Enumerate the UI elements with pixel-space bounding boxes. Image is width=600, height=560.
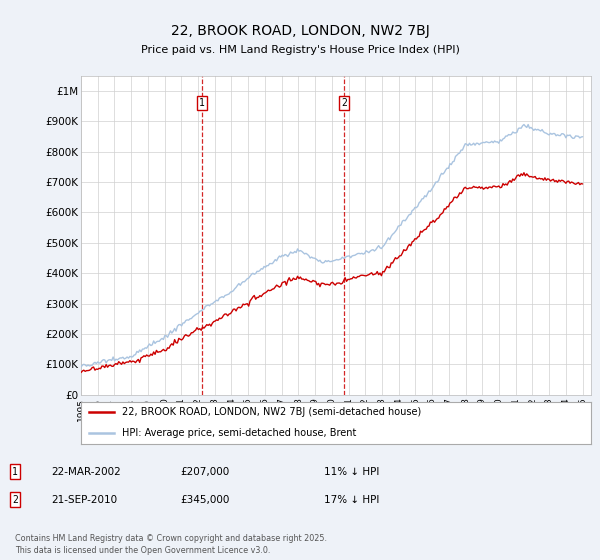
- Text: 11% ↓ HPI: 11% ↓ HPI: [324, 466, 379, 477]
- Text: 2: 2: [341, 98, 347, 108]
- Text: 17% ↓ HPI: 17% ↓ HPI: [324, 494, 379, 505]
- Text: Contains HM Land Registry data © Crown copyright and database right 2025.
This d: Contains HM Land Registry data © Crown c…: [15, 534, 327, 555]
- Text: 22-MAR-2002: 22-MAR-2002: [51, 466, 121, 477]
- Text: 1: 1: [12, 466, 18, 477]
- Text: HPI: Average price, semi-detached house, Brent: HPI: Average price, semi-detached house,…: [122, 428, 356, 438]
- Text: 22, BROOK ROAD, LONDON, NW2 7BJ: 22, BROOK ROAD, LONDON, NW2 7BJ: [170, 24, 430, 38]
- Text: Price paid vs. HM Land Registry's House Price Index (HPI): Price paid vs. HM Land Registry's House …: [140, 45, 460, 55]
- Text: £345,000: £345,000: [180, 494, 229, 505]
- Text: 21-SEP-2010: 21-SEP-2010: [51, 494, 117, 505]
- Text: 22, BROOK ROAD, LONDON, NW2 7BJ (semi-detached house): 22, BROOK ROAD, LONDON, NW2 7BJ (semi-de…: [122, 407, 421, 417]
- Text: £207,000: £207,000: [180, 466, 229, 477]
- Text: 1: 1: [199, 98, 205, 108]
- Text: 2: 2: [12, 494, 18, 505]
